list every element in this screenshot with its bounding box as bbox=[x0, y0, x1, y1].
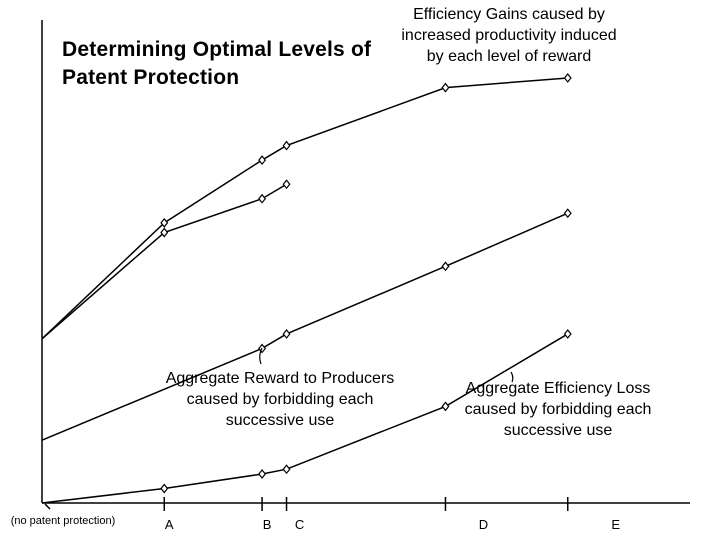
pointer-loss bbox=[510, 371, 514, 383]
chart-axes bbox=[41, 20, 690, 504]
pointer-reward bbox=[259, 347, 263, 365]
annotation-loss-line-1: Aggregate Efficiency Loss bbox=[465, 380, 651, 397]
annotation-reward-line-2: caused by forbidding each bbox=[186, 391, 374, 408]
x-tick-label: E bbox=[611, 517, 620, 532]
annotation-efficiency-loss: Aggregate Efficiency Loss caused by forb… bbox=[444, 378, 672, 441]
data-point-gains_upper bbox=[441, 82, 450, 93]
data-point-reward bbox=[563, 208, 572, 219]
data-point-reward bbox=[282, 328, 291, 339]
annotation-gains-line-1: Efficiency Gains caused by bbox=[413, 6, 605, 23]
annotation-loss-line-2: caused by forbidding each bbox=[464, 401, 652, 418]
series-line-loss bbox=[41, 333, 569, 504]
series-line-gains_lower bbox=[41, 183, 287, 340]
x-tick-label: B bbox=[263, 517, 272, 532]
data-point-gains_lower bbox=[282, 179, 291, 190]
chart-x-ticks: (no patent protection) A B C D E bbox=[11, 497, 620, 532]
data-point-gains_lower bbox=[258, 193, 267, 204]
data-point-reward bbox=[441, 261, 450, 272]
annotation-pointers bbox=[259, 347, 514, 383]
x-tick-label: C bbox=[295, 517, 304, 532]
data-point-loss bbox=[563, 328, 572, 339]
x-tick-label: A bbox=[165, 517, 174, 532]
annotation-reward-line-3: successive use bbox=[225, 412, 335, 429]
data-point-loss bbox=[441, 401, 450, 412]
x-tick-label: D bbox=[479, 517, 488, 532]
chart-markers bbox=[160, 72, 572, 494]
annotation-reward-line-1: Aggregate Reward to Producers bbox=[165, 370, 395, 387]
annotation-aggregate-reward: Aggregate Reward to Producers caused by … bbox=[140, 368, 420, 431]
data-point-gains_upper bbox=[258, 155, 267, 166]
annotation-gains-line-2: increased productivity induced bbox=[401, 27, 617, 44]
annotation-loss-line-3: successive use bbox=[503, 422, 613, 439]
data-point-loss bbox=[258, 469, 267, 479]
x-tick-label: (no patent protection) bbox=[11, 515, 116, 527]
chart-title: Determining Optimal Levels of Patent Pro… bbox=[62, 38, 372, 89]
annotation-gains-line-3: by each level of reward bbox=[426, 48, 592, 65]
data-point-gains_upper bbox=[563, 72, 572, 83]
origin-mark bbox=[44, 503, 51, 510]
annotation-efficiency-gains: Efficiency Gains caused by increased pro… bbox=[384, 4, 634, 67]
data-point-loss bbox=[282, 464, 291, 475]
data-point-gains_lower bbox=[160, 227, 169, 238]
data-point-gains_upper bbox=[160, 217, 169, 228]
data-point-gains_upper bbox=[282, 140, 291, 151]
series-line-gains_upper bbox=[41, 77, 568, 340]
data-point-loss bbox=[160, 483, 169, 494]
